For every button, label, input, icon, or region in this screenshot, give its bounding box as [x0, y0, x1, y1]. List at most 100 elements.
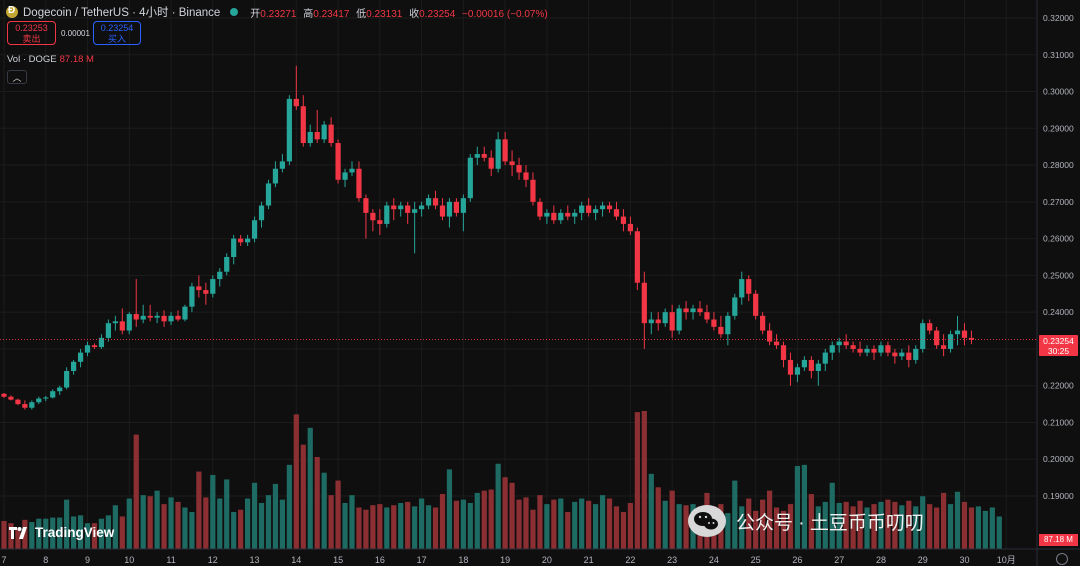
volume-bar — [419, 498, 425, 549]
current-volume-label: 87.18 M — [1039, 534, 1078, 546]
candle-body — [767, 330, 773, 342]
candle-body — [878, 345, 884, 353]
volume-bar — [516, 499, 522, 549]
candle-body — [91, 345, 98, 348]
volume-bar — [119, 516, 125, 549]
candle-body — [690, 308, 696, 313]
volume-bar — [648, 473, 654, 549]
volume-bar — [593, 504, 599, 549]
buy-button[interactable]: 0.23254 买入 — [93, 21, 141, 45]
date-tick-label: 16 — [375, 555, 385, 565]
candle-body — [425, 198, 432, 206]
candle-body — [787, 359, 794, 375]
candle-body — [77, 352, 84, 362]
symbol-title[interactable]: Dogecoin / TetherUS · 4小时 · Binance — [23, 7, 221, 19]
volume-bar — [579, 498, 585, 549]
price-tick-label: 0.21000 — [1043, 417, 1074, 427]
candle-body — [516, 165, 522, 173]
volume-bar — [815, 506, 821, 549]
candle-body — [335, 143, 341, 180]
collapse-legend-button[interactable]: ︿ — [7, 70, 27, 84]
wechat-icon — [688, 505, 726, 537]
current-price-label: 0.23254 30:25 — [1039, 335, 1078, 356]
volume-bar — [780, 510, 787, 549]
volume-bar — [488, 489, 494, 549]
candle-body — [732, 297, 738, 316]
price-tick-label: 0.20000 — [1043, 454, 1074, 464]
candle-body — [641, 282, 647, 324]
volume-bar — [112, 505, 118, 549]
candle-body — [210, 279, 216, 294]
buy-label: 买入 — [107, 34, 126, 44]
candle-body — [488, 157, 494, 169]
candle-body — [551, 212, 557, 221]
sell-button[interactable]: 0.23253 卖出 — [7, 21, 56, 45]
candle-body — [954, 330, 961, 335]
candle-body — [627, 223, 633, 232]
date-tick-label: 23 — [667, 555, 677, 565]
volume-bar — [599, 495, 606, 549]
candle-body — [245, 238, 251, 243]
price-tick-label: 0.26000 — [1043, 234, 1074, 244]
candle-body — [829, 345, 835, 353]
volume-bar — [767, 490, 773, 549]
candle-body — [523, 172, 529, 180]
volume-bar — [279, 499, 285, 549]
volume-bar — [982, 510, 988, 549]
candle-body — [342, 172, 348, 180]
candle-body — [15, 399, 21, 405]
volume-bar — [787, 504, 794, 549]
candle-body — [217, 271, 223, 280]
candle-body — [697, 308, 703, 313]
candle-body — [112, 321, 118, 324]
volume-bar — [892, 501, 898, 549]
date-tick-label: 8 — [43, 555, 48, 565]
candle-body — [746, 279, 752, 294]
volume-bar — [405, 501, 411, 549]
candle-body — [231, 238, 237, 257]
volume-bar — [899, 505, 905, 549]
volume-legend[interactable]: Vol · DOGE 87.18 M — [7, 54, 94, 65]
close-value: 0.23254 — [419, 8, 456, 20]
candle-body — [725, 315, 731, 335]
volume-bar — [732, 480, 738, 549]
candle-body — [815, 363, 821, 371]
volume-bar — [272, 483, 279, 549]
candle-body — [495, 139, 501, 169]
date-tick-label: 10 — [124, 555, 134, 565]
candle-body — [586, 205, 592, 213]
volume-bar — [77, 515, 84, 549]
candle-body — [84, 345, 91, 353]
volume-bar — [251, 482, 258, 549]
volume-bar — [217, 498, 223, 549]
candle-body — [739, 279, 745, 298]
volume-bar — [634, 412, 640, 549]
volume-bar — [453, 500, 459, 549]
candle-body — [279, 161, 285, 169]
candle-body — [871, 348, 877, 353]
settings-icon[interactable] — [1056, 553, 1068, 565]
volume-bar — [495, 463, 501, 549]
volume-bar — [551, 499, 557, 549]
volume-bar — [182, 507, 188, 549]
volume-bar — [975, 506, 981, 549]
candle-body — [530, 179, 536, 202]
candle-body — [544, 212, 550, 217]
candle-body — [892, 352, 898, 357]
date-tick-label: 30 — [959, 555, 969, 565]
volume-bar — [203, 497, 209, 549]
tradingview-logo[interactable]: TradingView — [9, 525, 114, 540]
candle-body — [182, 306, 188, 320]
volume-bar — [857, 500, 863, 549]
volume-bar — [989, 507, 995, 549]
volume-bar — [460, 499, 466, 549]
buy-price: 0.23254 — [100, 23, 134, 33]
candle-body — [126, 313, 132, 331]
volume-bar — [906, 500, 912, 549]
candle-body — [801, 359, 807, 368]
volume-bar — [425, 505, 432, 549]
volume-bars — [1, 411, 1002, 549]
low-value: 0.23131 — [366, 8, 403, 20]
volume-bar — [627, 503, 633, 549]
